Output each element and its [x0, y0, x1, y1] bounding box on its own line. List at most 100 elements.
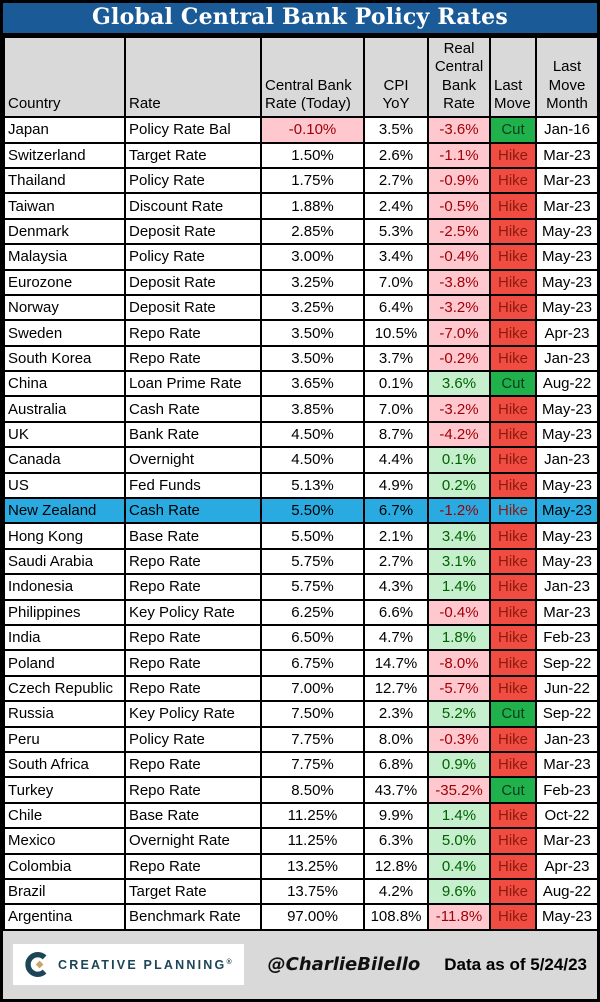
cell-move: Hike: [489, 166, 537, 195]
cell-country: Philippines: [3, 598, 126, 627]
cell-rate: Cash Rate: [124, 395, 262, 423]
table-row: China Loan Prime Rate 3.65% 0.1% 3.6% Cut Aug-…: [3, 370, 599, 398]
cell-cpi: 2.7%: [363, 166, 429, 195]
cell-cbr: 1.50%: [260, 141, 365, 169]
cell-month: Aug-22: [535, 370, 599, 398]
table-row: Eurozone Deposit Rate 3.25% 7.0% -3.8% Hike Ma…: [3, 268, 599, 296]
cell-rate: Fed Funds: [124, 471, 262, 500]
cell-cpi: 2.4%: [363, 192, 429, 220]
cell-cbr: 1.75%: [260, 166, 365, 195]
cell-rate: Policy Rate: [124, 166, 262, 195]
cell-cpi: 4.7%: [363, 623, 429, 652]
table-row: Mexico Overnight Rate 11.25% 6.3% 5.0% Hike Ma…: [3, 827, 599, 855]
cell-real: 0.4%: [427, 852, 491, 880]
cell-rate: Cash Rate: [124, 497, 262, 525]
cell-country: Argentina: [3, 903, 126, 931]
table-row: Thailand Policy Rate 1.75% 2.7% -0.9% Hike Mar…: [3, 166, 599, 195]
cell-real: -7.0%: [427, 319, 491, 347]
cell-cbr: -0.10%: [260, 116, 365, 144]
cell-move: Cut: [489, 776, 537, 804]
cell-country: Switzerland: [3, 141, 126, 169]
table-row: Chile Base Rate 11.25% 9.9% 1.4% Hike Oct-22: [3, 801, 599, 830]
table-row: Poland Repo Rate 6.75% 14.7% -8.0% Hike Sep-22: [3, 649, 599, 677]
cell-month: Apr-23: [535, 852, 599, 880]
cell-real: 0.9%: [427, 750, 491, 779]
cell-month: Feb-23: [535, 623, 599, 652]
cell-month: Sep-22: [535, 649, 599, 677]
cell-real: 3.6%: [427, 370, 491, 398]
cell-month: May-23: [535, 903, 599, 931]
cell-real: -0.2%: [427, 344, 491, 373]
table-row: Japan Policy Rate Bal -0.10% 3.5% -3.6% Cut Ja…: [3, 116, 599, 144]
cell-country: Colombia: [3, 852, 126, 880]
cell-month: Jan-23: [535, 446, 599, 474]
column-header-cbr: Central Bank Rate (Today): [260, 35, 365, 119]
table-row: Russia Key Policy Rate 7.50% 2.3% 5.2% Cut Sep…: [3, 700, 599, 728]
cell-month: Aug-22: [535, 877, 599, 906]
cell-cbr: 11.25%: [260, 827, 365, 855]
cell-country: New Zealand: [3, 497, 126, 525]
footer-bar: CREATIVE PLANNING® @CharlieBilello Data …: [3, 930, 597, 999]
cell-month: Mar-23: [535, 141, 599, 169]
cell-cpi: 0.1%: [363, 370, 429, 398]
cell-real: -5.7%: [427, 674, 491, 703]
table-row: India Repo Rate 6.50% 4.7% 1.8% Hike Feb-23: [3, 623, 599, 652]
cell-move: Hike: [489, 522, 537, 550]
cell-country: Russia: [3, 700, 126, 728]
cell-cpi: 2.1%: [363, 522, 429, 550]
cell-country: Australia: [3, 395, 126, 423]
cell-real: 1.8%: [427, 623, 491, 652]
cell-rate: Repo Rate: [124, 344, 262, 373]
cell-real: -0.9%: [427, 166, 491, 195]
cell-cpi: 3.4%: [363, 243, 429, 271]
cell-cbr: 6.25%: [260, 598, 365, 627]
cell-real: -35.2%: [427, 776, 491, 804]
table-row: Argentina Benchmark Rate 97.00% 108.8% -11.8…: [3, 903, 599, 931]
cell-real: -0.3%: [427, 725, 491, 753]
cell-cbr: 4.50%: [260, 446, 365, 474]
cell-cpi: 4.4%: [363, 446, 429, 474]
cell-rate: Policy Rate: [124, 243, 262, 271]
cell-real: -3.8%: [427, 268, 491, 296]
cell-real: -2.5%: [427, 217, 491, 246]
cell-month: May-23: [535, 522, 599, 550]
cell-move: Hike: [489, 623, 537, 652]
cell-cbr: 13.25%: [260, 852, 365, 880]
twitter-handle: @CharlieBilello: [267, 954, 421, 976]
cell-rate: Key Policy Rate: [124, 700, 262, 728]
table-body: Japan Policy Rate Bal -0.10% 3.5% -3.6% Cut Ja…: [3, 116, 599, 931]
cell-country: Peru: [3, 725, 126, 753]
cell-rate: Bank Rate: [124, 420, 262, 449]
cell-cpi: 14.7%: [363, 649, 429, 677]
cell-cpi: 2.6%: [363, 141, 429, 169]
cell-cpi: 6.3%: [363, 827, 429, 855]
table-row: Saudi Arabia Repo Rate 5.75% 2.7% 3.1% Hike Ma…: [3, 547, 599, 576]
column-header-cpi: CPI YoY: [363, 35, 429, 119]
cell-cbr: 11.25%: [260, 801, 365, 830]
cell-real: 3.4%: [427, 522, 491, 550]
table-row: Australia Cash Rate 3.85% 7.0% -3.2% Hike May-…: [3, 395, 599, 423]
cell-country: Thailand: [3, 166, 126, 195]
cell-country: Hong Kong: [3, 522, 126, 550]
cell-cbr: 7.75%: [260, 750, 365, 779]
column-header-move: Last Move: [489, 35, 537, 119]
cell-real: 0.2%: [427, 471, 491, 500]
table-row: Czech Republic Repo Rate 7.00% 12.7% -5.7% Hi…: [3, 674, 599, 703]
cell-real: 3.1%: [427, 547, 491, 576]
cell-country: Poland: [3, 649, 126, 677]
cell-month: Sep-22: [535, 700, 599, 728]
cell-move: Hike: [489, 750, 537, 779]
cell-cbr: 7.00%: [260, 674, 365, 703]
cell-cbr: 6.50%: [260, 623, 365, 652]
cell-month: May-23: [535, 243, 599, 271]
cell-rate: Discount Rate: [124, 192, 262, 220]
cell-month: May-23: [535, 471, 599, 500]
cell-move: Hike: [489, 573, 537, 601]
cell-cbr: 7.50%: [260, 700, 365, 728]
cell-country: Mexico: [3, 827, 126, 855]
cell-month: May-23: [535, 497, 599, 525]
cell-rate: Repo Rate: [124, 750, 262, 779]
cell-cbr: 3.65%: [260, 370, 365, 398]
cell-month: Jan-23: [535, 344, 599, 373]
cell-move: Hike: [489, 903, 537, 931]
